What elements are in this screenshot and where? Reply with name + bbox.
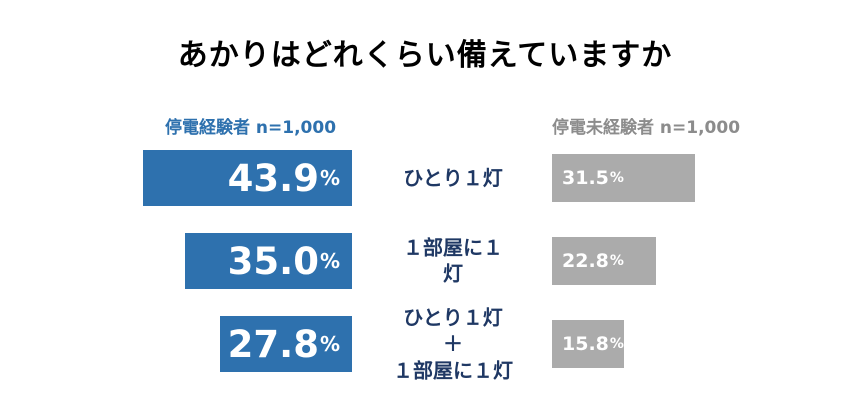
legend-non-experienced: 停電未経験者 n=1,000 (552, 118, 741, 138)
percent-sign: % (609, 253, 624, 269)
category-label: ひとり１灯 (403, 165, 503, 190)
experienced-bar-value: 27.8 (227, 322, 319, 366)
non-experienced-bar-value: 31.5 (562, 166, 609, 189)
percent-sign: % (319, 332, 340, 356)
category-label: １部屋に１ 灯 (403, 235, 503, 286)
percent-sign: % (609, 170, 624, 186)
experienced-bar: 35.0% (185, 233, 352, 289)
non-experienced-bar-value: 22.8 (562, 249, 609, 272)
percent-sign: % (609, 336, 624, 352)
non-experienced-bar: 15.8% (552, 320, 624, 368)
percent-sign: % (319, 249, 340, 273)
experienced-bar: 27.8% (220, 316, 352, 372)
experienced-bar-value: 43.9 (227, 156, 319, 200)
experienced-bar: 43.9% (143, 150, 352, 206)
chart-title: あかりはどれくらい備えていますか (177, 38, 673, 73)
percent-sign: % (319, 166, 340, 190)
legend-experienced: 停電経験者 n=1,000 (165, 118, 337, 138)
category-label: ひとり１灯 ＋ １部屋に１灯 (393, 305, 513, 383)
non-experienced-bar: 22.8% (552, 237, 656, 285)
non-experienced-bar-value: 15.8 (562, 332, 609, 355)
non-experienced-bar: 31.5% (552, 154, 695, 202)
experienced-bar-value: 35.0 (227, 239, 319, 283)
